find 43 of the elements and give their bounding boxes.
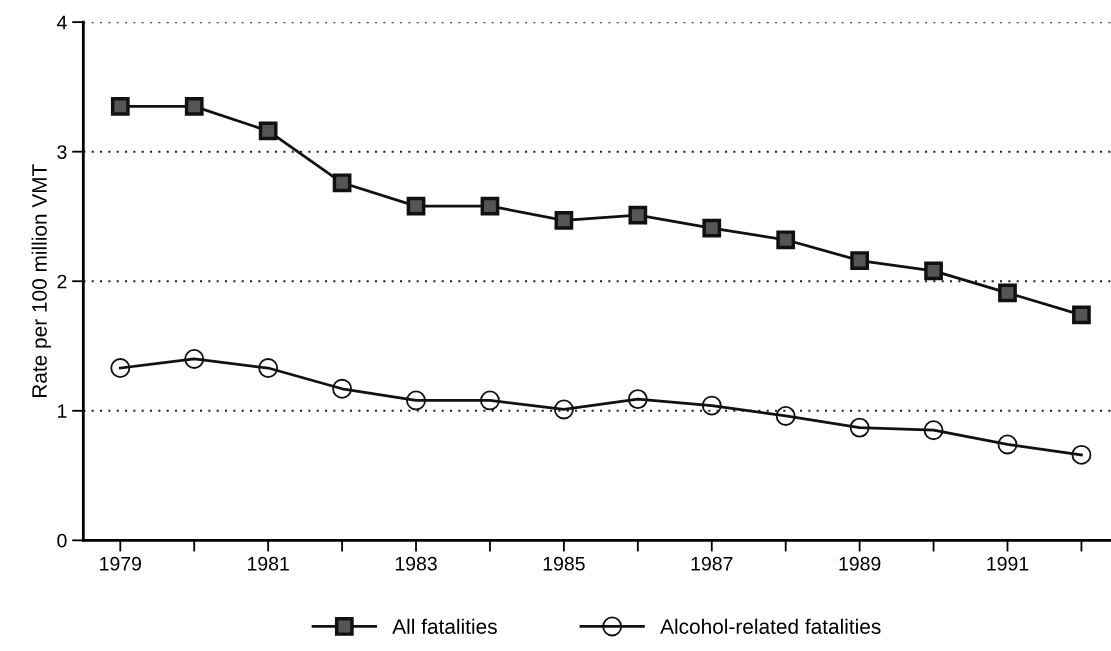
point: [332, 378, 353, 399]
legend-label: Alcohol-related fatalities: [660, 618, 881, 634]
point: [849, 417, 870, 438]
point: [184, 96, 204, 116]
y-tick-label: 0: [57, 533, 67, 548]
point: [924, 261, 943, 281]
legend-label: All fatalities: [392, 618, 497, 634]
point: [997, 434, 1018, 455]
point: [406, 196, 426, 216]
point: [332, 173, 352, 193]
x-tick-label: 1989: [839, 556, 881, 571]
x-tick-label: 1987: [691, 556, 733, 571]
point: [923, 420, 944, 441]
x-tick-label: 1991: [987, 556, 1029, 571]
point: [628, 205, 648, 225]
y-tick-label: 3: [57, 145, 67, 159]
x-tick-label: 1985: [543, 556, 585, 571]
point: [998, 283, 1017, 303]
point: [702, 218, 722, 238]
point: [701, 395, 722, 416]
point: [258, 121, 278, 141]
x-tick-label: 1981: [248, 556, 289, 571]
point: [110, 96, 130, 116]
y-axis-title: Rate per 100 million VMT: [31, 164, 51, 398]
point: [184, 349, 205, 369]
x-tick-label: 1979: [100, 556, 141, 571]
y-tick-label: 1: [58, 404, 67, 418]
point: [110, 358, 131, 378]
point: [1071, 444, 1092, 465]
point: [1072, 305, 1091, 325]
point: [480, 390, 500, 411]
point: [627, 389, 648, 410]
point: [553, 399, 574, 420]
point: [480, 196, 500, 216]
y-tick-label: 4: [56, 15, 67, 30]
y-tick-label: 2: [57, 274, 67, 289]
point: [258, 358, 279, 378]
point: [850, 251, 870, 270]
point: [776, 230, 796, 250]
x-tick-label: 1983: [395, 556, 437, 571]
point: [775, 406, 796, 426]
point: [554, 210, 574, 230]
point: [406, 390, 426, 411]
